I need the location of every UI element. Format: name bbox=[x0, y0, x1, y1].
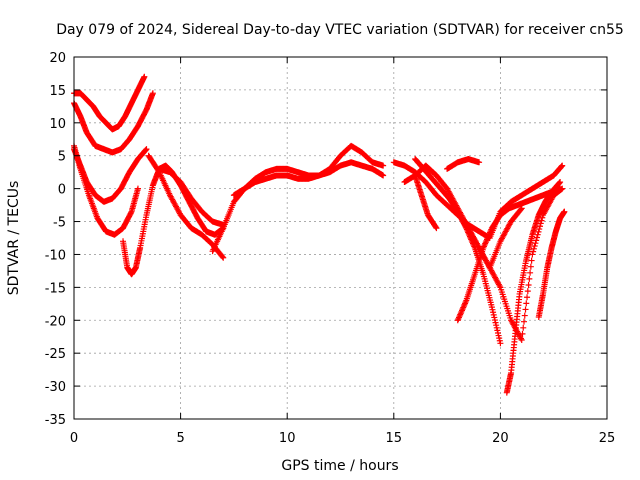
series-track-9 bbox=[230, 159, 387, 199]
data-point bbox=[558, 163, 565, 170]
y-tick-label: -10 bbox=[45, 248, 66, 263]
data-point bbox=[534, 231, 541, 238]
chart-title: Day 079 of 2024, Sidereal Day-to-day VTE… bbox=[56, 22, 624, 38]
data-point bbox=[527, 269, 534, 276]
x-tick-label: 0 bbox=[70, 431, 78, 446]
y-tick-label: 10 bbox=[49, 117, 66, 132]
x-tick-label: 10 bbox=[279, 431, 296, 446]
y-tick-label: -30 bbox=[45, 380, 66, 395]
data-point bbox=[556, 179, 563, 186]
y-tick-label: 20 bbox=[49, 51, 66, 66]
data-point bbox=[521, 312, 528, 319]
data-point bbox=[521, 318, 528, 325]
x-tick-label: 15 bbox=[386, 431, 403, 446]
x-axis-label: GPS time / hours bbox=[281, 458, 398, 474]
series-track-15 bbox=[454, 185, 564, 324]
data-point bbox=[535, 228, 542, 235]
x-tick-label: 25 bbox=[599, 431, 616, 446]
data-point bbox=[529, 251, 536, 258]
data-point bbox=[530, 245, 537, 252]
x-tick-label: 5 bbox=[176, 431, 184, 446]
y-tick-label: 5 bbox=[58, 150, 66, 165]
series-track-18 bbox=[465, 205, 525, 271]
data-point bbox=[527, 263, 534, 270]
data-point bbox=[528, 257, 535, 264]
data-point bbox=[519, 330, 526, 337]
data-point bbox=[531, 242, 538, 249]
series-track-13 bbox=[412, 172, 440, 232]
data-point bbox=[517, 206, 524, 213]
data-point bbox=[533, 234, 540, 241]
data-point bbox=[532, 240, 539, 247]
data-point bbox=[523, 300, 530, 307]
series-track-2 bbox=[71, 90, 156, 156]
data-point bbox=[497, 340, 504, 347]
data-point bbox=[380, 172, 387, 179]
data-point bbox=[524, 288, 531, 295]
data-point bbox=[561, 208, 568, 215]
data-point bbox=[433, 225, 440, 232]
data-point bbox=[141, 73, 148, 80]
data-marks bbox=[71, 73, 568, 396]
y-tick-label: -5 bbox=[53, 216, 66, 231]
plot-frame bbox=[73, 56, 608, 420]
x-tick-label: 20 bbox=[492, 431, 509, 446]
data-point bbox=[525, 282, 532, 289]
data-point bbox=[536, 226, 543, 233]
data-point bbox=[142, 146, 149, 153]
series-track-12 bbox=[412, 156, 504, 347]
data-point bbox=[219, 253, 226, 260]
data-point bbox=[557, 185, 564, 192]
data-point bbox=[380, 162, 387, 169]
data-point bbox=[526, 275, 533, 282]
y-tick-label: -25 bbox=[45, 347, 66, 362]
series-track-16 bbox=[503, 179, 564, 396]
y-tick-label: 0 bbox=[58, 183, 66, 198]
data-point bbox=[432, 224, 439, 231]
data-point bbox=[134, 185, 141, 192]
y-tick-label: -15 bbox=[45, 281, 66, 296]
series-track-7 bbox=[156, 165, 227, 228]
axis-ticks: 0 5 10 15 20 25 -35 -30 -25 -20 -15 -10 -5 0 5 10 15 20 bbox=[45, 51, 616, 446]
data-point bbox=[520, 324, 527, 331]
data-point bbox=[143, 146, 150, 153]
data-point bbox=[522, 306, 529, 313]
data-point bbox=[127, 209, 134, 216]
series-track-4 bbox=[71, 142, 141, 238]
data-point bbox=[149, 90, 156, 97]
data-point bbox=[524, 294, 531, 301]
y-axis-label: SDTVAR / TECUs bbox=[6, 181, 22, 296]
data-point bbox=[518, 205, 525, 212]
y-tick-label: 15 bbox=[49, 84, 66, 99]
data-point bbox=[220, 254, 227, 261]
y-tick-label: -35 bbox=[45, 413, 66, 428]
data-point bbox=[533, 237, 540, 244]
data-point bbox=[559, 162, 566, 169]
data-point bbox=[518, 337, 525, 344]
data-point bbox=[476, 159, 483, 166]
data-point bbox=[557, 179, 564, 186]
series-track-14 bbox=[444, 156, 483, 172]
y-tick-label: -20 bbox=[45, 314, 66, 329]
series-track-17 bbox=[535, 208, 568, 320]
